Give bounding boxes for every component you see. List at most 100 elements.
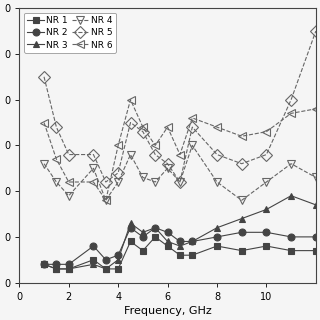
Line: NR 3: NR 3	[41, 192, 319, 272]
NR 5	[141, 130, 145, 133]
NR 1	[129, 240, 132, 244]
NR 4	[289, 162, 293, 166]
NR 6	[54, 157, 58, 161]
NR 3	[240, 217, 244, 220]
NR 6	[116, 143, 120, 147]
NR 4	[153, 180, 157, 184]
NR 1	[92, 258, 95, 262]
NR 3	[104, 267, 108, 271]
NR 1	[190, 253, 194, 257]
NR 3	[116, 258, 120, 262]
NR 3	[67, 267, 71, 271]
NR 6	[153, 143, 157, 147]
NR 1	[178, 253, 182, 257]
NR 1	[166, 244, 170, 248]
NR 4	[178, 180, 182, 184]
NR 4	[129, 153, 132, 156]
NR 6	[289, 111, 293, 115]
NR 6	[141, 125, 145, 129]
NR 4	[54, 180, 58, 184]
NR 6	[240, 134, 244, 138]
NR 4	[116, 180, 120, 184]
Line: NR 6: NR 6	[40, 95, 320, 204]
NR 3	[129, 221, 132, 225]
NR 4	[42, 162, 46, 166]
NR 2	[190, 240, 194, 244]
NR 5	[314, 29, 318, 33]
NR 3	[153, 226, 157, 230]
NR 2	[215, 235, 219, 239]
NR 6	[166, 125, 170, 129]
Line: NR 1: NR 1	[41, 234, 319, 272]
NR 5	[240, 162, 244, 166]
NR 2	[265, 230, 268, 234]
NR 2	[240, 230, 244, 234]
NR 6	[42, 121, 46, 124]
NR 5	[265, 153, 268, 156]
X-axis label: Frequency, GHz: Frequency, GHz	[124, 306, 212, 316]
NR 6	[129, 98, 132, 101]
NR 3	[92, 262, 95, 266]
NR 4	[240, 198, 244, 202]
NR 1	[265, 244, 268, 248]
NR 6	[67, 180, 71, 184]
NR 5	[129, 121, 132, 124]
NR 4	[92, 166, 95, 170]
NR 2	[129, 226, 132, 230]
NR 3	[314, 203, 318, 207]
NR 1	[54, 267, 58, 271]
NR 5	[153, 153, 157, 156]
Legend: NR 1, NR 2, NR 3, NR 4, NR 5, NR 6: NR 1, NR 2, NR 3, NR 4, NR 5, NR 6	[24, 13, 116, 53]
NR 5	[178, 180, 182, 184]
NR 2	[141, 235, 145, 239]
Line: NR 2: NR 2	[41, 224, 319, 268]
NR 1	[104, 267, 108, 271]
NR 4	[265, 180, 268, 184]
NR 6	[215, 125, 219, 129]
NR 2	[314, 235, 318, 239]
NR 5	[104, 180, 108, 184]
NR 1	[240, 249, 244, 252]
NR 5	[215, 153, 219, 156]
NR 2	[289, 235, 293, 239]
NR 5	[289, 98, 293, 101]
NR 2	[166, 230, 170, 234]
NR 5	[116, 171, 120, 175]
NR 6	[314, 107, 318, 111]
NR 2	[104, 258, 108, 262]
NR 2	[116, 253, 120, 257]
Line: NR 5: NR 5	[40, 27, 320, 186]
NR 4	[314, 175, 318, 179]
NR 2	[54, 262, 58, 266]
NR 3	[166, 240, 170, 244]
NR 2	[92, 244, 95, 248]
NR 6	[190, 116, 194, 120]
NR 5	[190, 125, 194, 129]
NR 1	[314, 249, 318, 252]
NR 1	[42, 262, 46, 266]
NR 5	[166, 162, 170, 166]
NR 6	[92, 180, 95, 184]
NR 4	[67, 194, 71, 198]
NR 3	[289, 194, 293, 198]
NR 6	[104, 198, 108, 202]
NR 3	[215, 226, 219, 230]
NR 4	[190, 143, 194, 147]
NR 1	[67, 267, 71, 271]
NR 4	[141, 175, 145, 179]
NR 3	[178, 244, 182, 248]
NR 4	[104, 198, 108, 202]
NR 3	[54, 267, 58, 271]
NR 5	[67, 153, 71, 156]
NR 6	[265, 130, 268, 133]
NR 3	[141, 230, 145, 234]
NR 2	[153, 226, 157, 230]
Line: NR 4: NR 4	[40, 141, 320, 204]
NR 5	[92, 153, 95, 156]
NR 4	[215, 180, 219, 184]
NR 2	[42, 262, 46, 266]
NR 1	[289, 249, 293, 252]
NR 5	[54, 125, 58, 129]
NR 1	[215, 244, 219, 248]
NR 1	[141, 249, 145, 252]
